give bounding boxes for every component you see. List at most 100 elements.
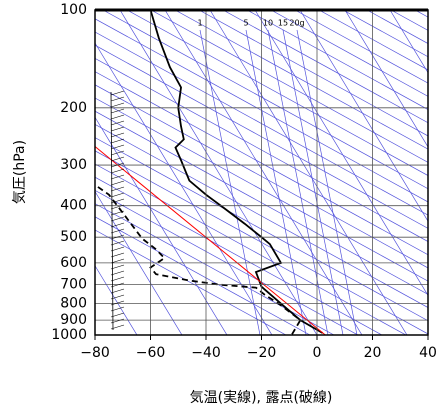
wind-barb	[110, 306, 125, 312]
adiabat-line	[95, 97, 428, 282]
wind-barb	[110, 132, 125, 138]
y-tick-label: 900	[60, 312, 87, 328]
wind-barb	[110, 144, 125, 150]
wind-barb	[110, 246, 125, 252]
wind-barb	[110, 234, 125, 240]
series-line	[97, 186, 302, 335]
wind-barb	[110, 216, 125, 222]
isotherm-line	[95, 42, 273, 335]
adiabat-line	[246, 10, 428, 110]
wind-barb	[110, 240, 125, 246]
mixing-ratio-label: 5	[243, 19, 248, 28]
x-tick-label: −40	[191, 345, 221, 361]
adiabat-line	[95, 18, 428, 203]
wind-barb	[110, 102, 125, 108]
x-tick-label: −80	[80, 345, 110, 361]
wind-barb	[110, 174, 125, 180]
wind-barb	[110, 198, 125, 204]
adiabat-line	[95, 58, 428, 242]
wind-barb	[110, 108, 125, 114]
y-tick-label: 1000	[51, 327, 87, 343]
wind-barb	[110, 312, 125, 318]
wind-barb	[110, 120, 125, 126]
isotherm-line	[209, 10, 408, 335]
wind-barb-staff	[110, 91, 114, 331]
mixing-ratio-line	[267, 29, 329, 335]
y-tick-label: 200	[60, 100, 87, 116]
wind-barb	[110, 186, 125, 192]
y-tick-label: 500	[60, 229, 87, 245]
wind-barb	[110, 138, 125, 144]
wind-barb	[110, 264, 125, 270]
adiabat-line	[222, 10, 428, 124]
wind-barb	[110, 252, 125, 258]
adiabat-line	[95, 84, 428, 269]
wind-barb	[110, 282, 125, 288]
adiabat-line	[102, 10, 428, 190]
wind-barb	[110, 210, 125, 216]
wind-barb	[110, 150, 125, 156]
y-tick-label: 300	[60, 157, 87, 173]
x-axis-label: 気温(実線), 露点(破線)	[190, 390, 333, 406]
wind-barb	[110, 270, 125, 276]
wind-barb	[110, 126, 125, 132]
wind-barb	[110, 192, 125, 198]
wind-barb	[110, 162, 125, 168]
x-tick-label: 20	[364, 345, 382, 361]
adiabat-line	[95, 176, 383, 335]
adiabat-line	[95, 203, 335, 335]
wind-barb	[110, 168, 125, 174]
y-tick-label: 100	[60, 2, 87, 18]
adiabat-line	[198, 10, 428, 137]
wind-barb	[110, 90, 125, 96]
y-axis-label: 気圧(hPa)	[12, 140, 28, 204]
wind-barb	[110, 180, 125, 186]
x-tick-label: −60	[136, 345, 166, 361]
x-tick-label: −20	[247, 345, 277, 361]
wind-barb	[110, 114, 125, 120]
adiabat-line	[95, 44, 428, 229]
mixing-ratio-line	[282, 29, 344, 335]
wind-barb	[110, 204, 125, 210]
adiabat-line	[270, 10, 428, 97]
x-tick-label: 0	[313, 345, 322, 361]
adiabat-line	[95, 229, 287, 335]
wind-barb	[110, 276, 125, 282]
adiabat-line	[342, 10, 428, 58]
y-tick-label: 400	[60, 198, 87, 214]
y-tick-label: 700	[60, 277, 87, 293]
wind-barb	[110, 156, 125, 162]
x-tick-label: 40	[419, 345, 436, 361]
y-tick-label: 800	[60, 296, 87, 312]
mixing-ratio-line	[199, 29, 261, 335]
mixing-ratio-label: 20g	[289, 19, 304, 28]
wind-barb	[110, 294, 125, 300]
isotherm-line	[344, 10, 428, 148]
isotherm-line	[389, 10, 428, 74]
adiabat-line	[95, 71, 428, 256]
adiabat-line	[414, 10, 428, 18]
mixing-ratio-line	[245, 29, 307, 335]
adiabat-line	[318, 10, 428, 71]
adiabat-line	[366, 10, 428, 44]
wind-barb	[110, 222, 125, 228]
adiabat-line	[390, 10, 428, 31]
adiabat-line	[294, 10, 428, 84]
wind-barb	[110, 96, 125, 102]
isotherm-line	[299, 10, 428, 222]
adiabat-line	[95, 190, 359, 335]
wind-barb	[110, 300, 125, 306]
wind-barb	[110, 324, 125, 330]
wind-barb	[110, 228, 125, 234]
mixing-ratio-label: 10	[263, 19, 273, 28]
mixing-ratio-line	[296, 29, 358, 335]
mixing-ratio-label: 15	[278, 19, 288, 28]
wind-barb	[110, 288, 125, 294]
wind-barb	[110, 258, 125, 264]
mixing-ratio-label: 1	[197, 19, 202, 28]
y-tick-label: 600	[60, 255, 87, 271]
wind-barb	[110, 318, 125, 324]
adiabat-line	[150, 10, 428, 163]
adiabat-line	[126, 10, 428, 176]
